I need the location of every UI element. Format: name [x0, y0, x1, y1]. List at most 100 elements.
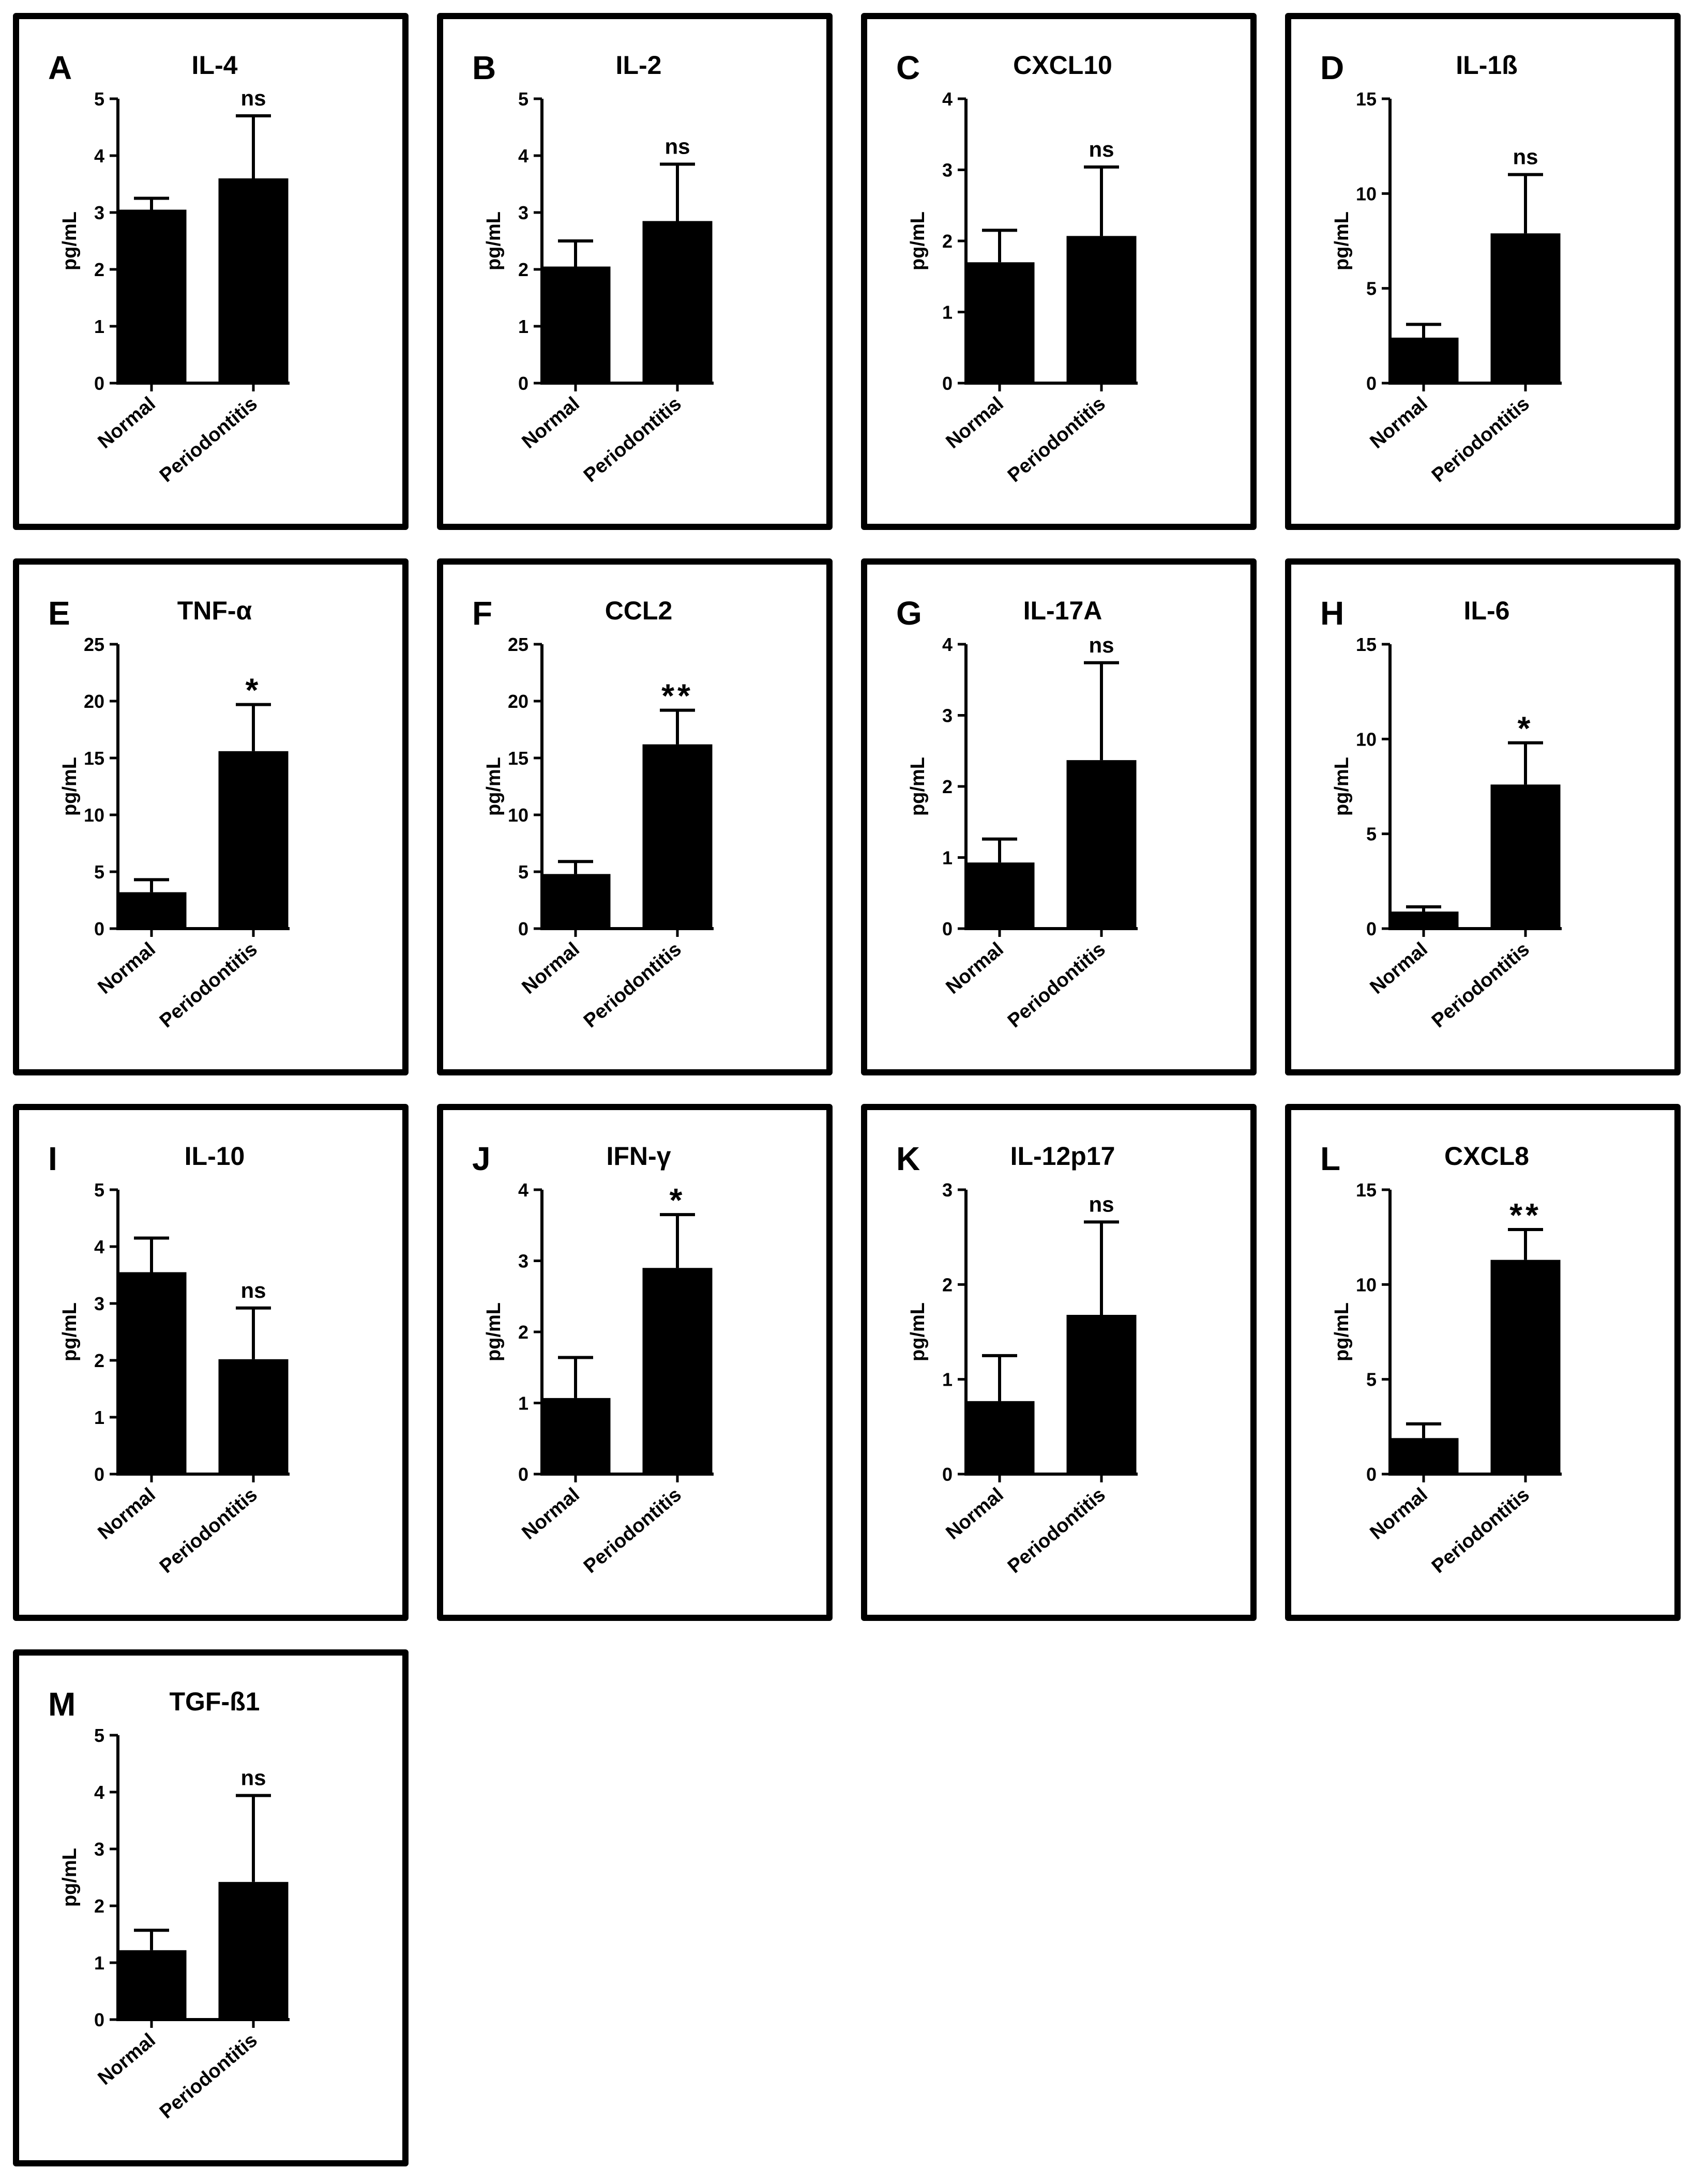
panel-label: I: [48, 1140, 57, 1177]
y-tick-label: 4: [518, 145, 528, 166]
x-category-label: Periodontitis: [156, 2029, 262, 2123]
bar-normal: [540, 1398, 611, 1474]
y-tick-label: 3: [94, 1293, 104, 1314]
significance-marker: *: [1518, 710, 1534, 747]
y-tick-label: 0: [1366, 918, 1377, 939]
y-tick-label: 25: [84, 634, 104, 655]
y-axis-label: pg/mL: [483, 211, 505, 270]
bar-periodontitis: [218, 751, 289, 929]
bar-normal: [1388, 1438, 1459, 1474]
x-category-label: Periodontitis: [1004, 1484, 1110, 1578]
x-category-label: Periodontitis: [156, 938, 262, 1032]
y-tick-label: 1: [518, 316, 528, 337]
bar-periodontitis: [218, 1359, 289, 1474]
bar-normal: [964, 862, 1035, 929]
y-tick-label: 20: [84, 691, 104, 712]
panel-label: K: [896, 1140, 920, 1177]
x-category-label: Normal: [94, 938, 159, 998]
y-tick-label: 3: [942, 705, 953, 726]
y-axis-label: pg/mL: [59, 1848, 81, 1907]
x-category-label: Periodontitis: [156, 1484, 262, 1578]
x-category-label: Normal: [942, 393, 1007, 453]
y-tick-label: 0: [94, 373, 104, 394]
y-tick-label: 0: [1366, 373, 1377, 394]
y-tick-label: 3: [94, 1839, 104, 1860]
chart-title: CCL2: [605, 596, 673, 625]
x-category-label: Periodontitis: [1428, 938, 1534, 1032]
panel-label: B: [472, 49, 496, 86]
bar-periodontitis: [1490, 233, 1561, 383]
bar-periodontitis: [1066, 1315, 1137, 1474]
chart-panel-m: M TGF-ß1 0 1 2 3 4 5 pg/mL Normal Periodontitis ns: [13, 1649, 409, 2166]
chart-title: TGF-ß1: [170, 1687, 260, 1716]
y-tick-label: 1: [942, 302, 953, 323]
significance-marker: **: [1509, 1196, 1542, 1234]
panel-label: A: [48, 49, 72, 86]
y-tick-label: 3: [518, 202, 528, 223]
y-tick-label: 1: [94, 1407, 104, 1428]
y-tick-label: 15: [1356, 88, 1377, 110]
y-tick-label: 0: [942, 1464, 953, 1485]
bar-periodontitis: [218, 178, 289, 383]
y-tick-label: 1: [942, 847, 953, 869]
x-category-label: Normal: [942, 938, 1007, 998]
y-tick-label: 0: [1366, 1464, 1377, 1485]
x-category-label: Periodontitis: [580, 938, 686, 1032]
significance-marker: ns: [240, 1766, 266, 1790]
significance-marker: ns: [240, 1278, 266, 1302]
significance-marker: ns: [1089, 1192, 1114, 1216]
y-tick-label: 15: [1356, 634, 1377, 655]
y-tick-label: 4: [94, 1782, 104, 1803]
bar-normal: [116, 209, 187, 383]
y-axis-label: pg/mL: [59, 211, 81, 270]
y-tick-label: 2: [518, 259, 528, 280]
y-tick-label: 3: [94, 202, 104, 223]
x-category-label: Normal: [1366, 393, 1431, 453]
y-tick-label: 25: [508, 634, 528, 655]
x-category-label: Periodontitis: [1428, 1484, 1534, 1578]
x-category-label: Normal: [518, 938, 583, 998]
y-axis-label: pg/mL: [1331, 1302, 1353, 1361]
bar-normal: [116, 1272, 187, 1474]
y-tick-label: 1: [94, 1952, 104, 1974]
y-tick-label: 2: [942, 1274, 953, 1295]
chart-panel-k: K IL-12p17 0 1 2 3 pg/mL Normal Periodontitis ns: [861, 1104, 1257, 1621]
y-tick-label: 0: [942, 373, 953, 394]
bar-periodontitis: [1066, 236, 1137, 383]
panel-label: E: [48, 595, 70, 632]
chart-title: IL-10: [185, 1142, 245, 1171]
bar-periodontitis: [642, 744, 713, 929]
panel-label: M: [48, 1686, 75, 1723]
y-tick-label: 0: [518, 1464, 528, 1485]
bar-normal: [964, 1401, 1035, 1474]
x-category-label: Periodontitis: [1004, 393, 1110, 487]
y-axis-label: pg/mL: [483, 757, 505, 816]
x-category-label: Normal: [1366, 1484, 1431, 1544]
y-tick-label: 2: [518, 1322, 528, 1343]
significance-marker: ns: [1513, 145, 1538, 169]
y-tick-label: 5: [1366, 278, 1377, 299]
y-axis-label: pg/mL: [59, 1302, 81, 1361]
y-tick-label: 20: [508, 691, 528, 712]
y-tick-label: 2: [942, 231, 953, 252]
chart-svg: E TNF-α 0 5 10 15 20 25 pg/mL NormalPeriodontitis…: [48, 595, 290, 1032]
y-tick-label: 4: [94, 145, 104, 166]
chart-panel-h: H IL-6 0 5 10 15 pg/mL Normal Periodontitis *: [1285, 558, 1681, 1075]
bar-normal: [1388, 338, 1459, 383]
chart-title: CXCL8: [1444, 1142, 1529, 1171]
x-category-label: Periodontitis: [580, 393, 686, 487]
y-tick-label: 2: [94, 1350, 104, 1371]
chart-panel-i: I IL-10 0 1 2 3 4 5 pg/mL Normal Periodontitis ns: [13, 1104, 409, 1621]
bar-periodontitis: [642, 221, 713, 383]
y-tick-label: 10: [84, 805, 104, 826]
significance-marker: *: [670, 1181, 686, 1219]
y-tick-label: 0: [94, 2009, 104, 2030]
y-tick-label: 4: [942, 634, 953, 655]
chart-title: IL-6: [1464, 596, 1510, 625]
y-tick-label: 4: [94, 1236, 104, 1257]
y-tick-label: 4: [518, 1179, 528, 1201]
